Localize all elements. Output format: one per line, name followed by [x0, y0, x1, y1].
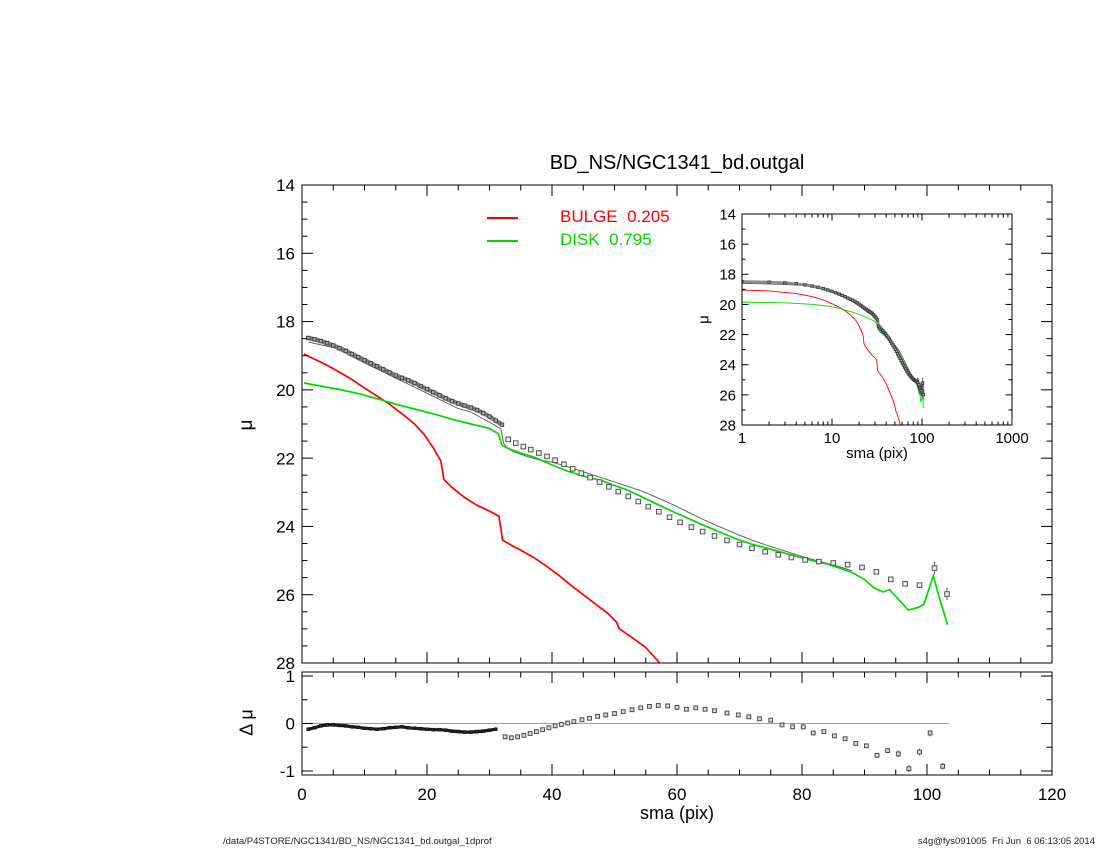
footer-user-timestamp: s4g@fys091005 Fri Jun 6 06:13:05 2014 — [917, 836, 1095, 847]
inset-y-axis-title: μ — [695, 315, 713, 324]
svg-text:22: 22 — [276, 449, 295, 468]
svg-text:-1: -1 — [280, 762, 295, 781]
svg-text:1000: 1000 — [995, 430, 1028, 447]
svg-text:0: 0 — [297, 785, 306, 804]
svg-text:14: 14 — [719, 206, 736, 223]
shared-x-axis-title: sma (pix) — [639, 803, 714, 823]
legend-disk-line-swatch — [487, 240, 518, 242]
svg-text:26: 26 — [276, 586, 295, 605]
inset-x-axis-title: sma (pix) — [846, 445, 908, 462]
svg-text:24: 24 — [276, 518, 295, 537]
svg-text:22: 22 — [719, 327, 736, 344]
svg-text:16: 16 — [719, 237, 736, 254]
svg-text:80: 80 — [793, 785, 812, 804]
svg-text:40: 40 — [543, 785, 562, 804]
svg-text:100: 100 — [909, 430, 934, 447]
svg-text:10: 10 — [824, 430, 841, 447]
svg-text:18: 18 — [719, 267, 736, 284]
svg-text:26: 26 — [719, 387, 736, 404]
svg-text:120: 120 — [1038, 785, 1066, 804]
residual-y-axis-title: Δ μ — [236, 709, 257, 736]
svg-text:20: 20 — [276, 381, 295, 400]
svg-text:28: 28 — [276, 654, 295, 673]
svg-text:20: 20 — [719, 297, 736, 314]
main-y-axis-title: μ — [236, 419, 257, 431]
page-title: BD_NS/NGC1341_bd.outgal — [549, 152, 805, 174]
svg-text:14: 14 — [276, 176, 295, 195]
svg-text:0: 0 — [286, 715, 295, 734]
svg-text:60: 60 — [668, 785, 687, 804]
footer-file-path: /data/P4STORE/NGC1341/BD_NS/NGC1341_bd.o… — [223, 836, 492, 847]
legend-disk-label: DISK 0.795 — [560, 230, 652, 249]
svg-text:24: 24 — [719, 357, 736, 374]
svg-text:16: 16 — [276, 244, 295, 263]
svg-text:1: 1 — [286, 667, 295, 686]
legend-bulge-line-swatch — [487, 217, 518, 219]
svg-text:20: 20 — [418, 785, 437, 804]
svg-text:28: 28 — [719, 417, 736, 434]
svg-text:18: 18 — [276, 313, 295, 332]
svg-text:100: 100 — [913, 785, 941, 804]
svg-text:1: 1 — [738, 430, 746, 447]
legend-bulge-label: BULGE 0.205 — [560, 207, 670, 226]
